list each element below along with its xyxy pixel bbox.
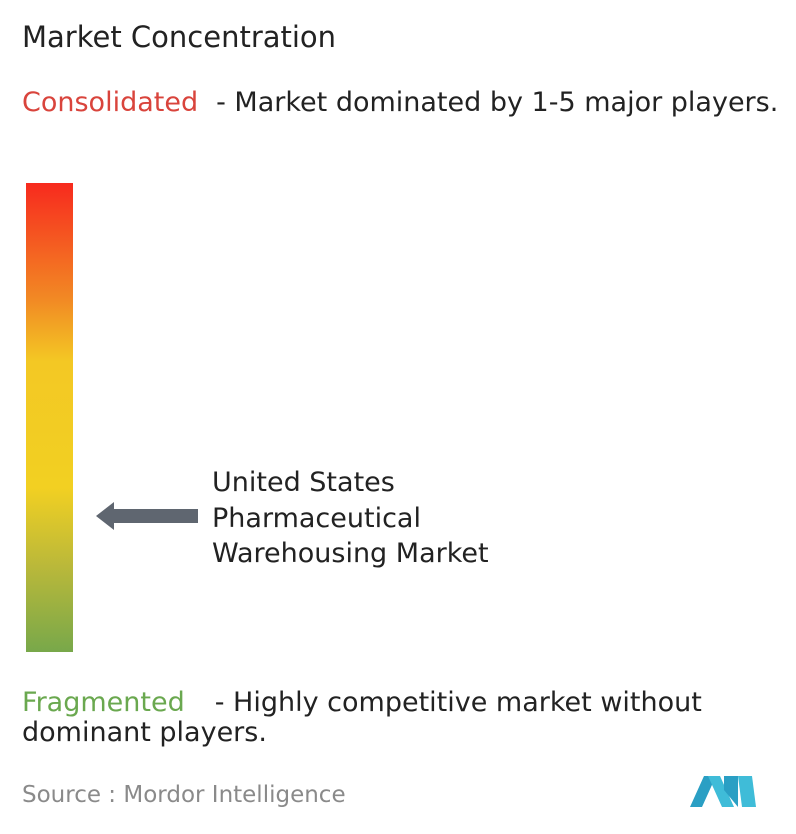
concentration-bar (26, 183, 73, 652)
market-label-line: United States (212, 467, 395, 498)
consolidated-label: Consolidated (22, 87, 199, 118)
consolidated-text: Consolidated - Market dominated by 1-5 ma… (22, 88, 792, 118)
market-label-line: Warehousing Market (212, 538, 489, 569)
logo (690, 776, 756, 807)
consolidated-description: - Market dominated by 1-5 major players. (216, 87, 779, 118)
source-name: Mordor Intelligence (123, 782, 346, 808)
fragmented-text: Fragmented - Highly competitive market wi… (22, 688, 792, 748)
title: Market Concentration (22, 20, 337, 54)
source-prefix: Source : (22, 782, 117, 808)
fragmented-description: - Highly competitive market without domi… (22, 687, 702, 748)
fragmented-label: Fragmented (22, 687, 185, 718)
source: Source : Mordor Intelligence (22, 782, 346, 808)
market-label-line: Pharmaceutical (212, 502, 421, 534)
arrow (96, 502, 198, 530)
market-label: United States Pharmaceutical Warehousing… (212, 465, 489, 572)
